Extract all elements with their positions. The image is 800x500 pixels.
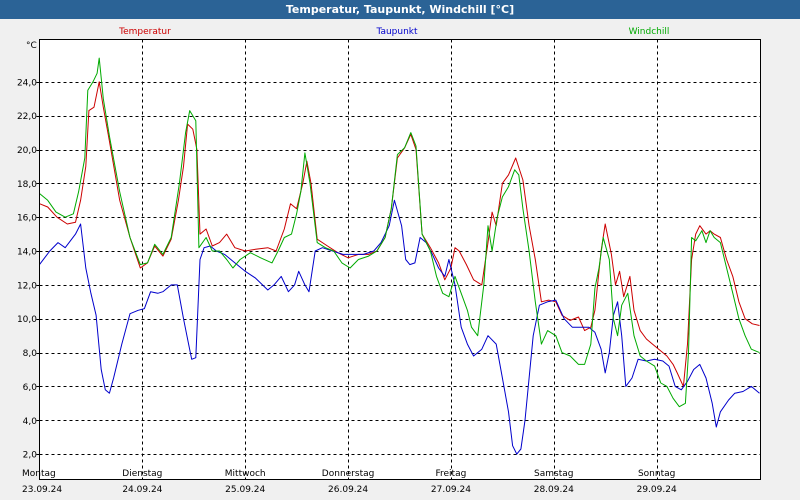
y-tick-label: 18,0	[17, 180, 37, 190]
series-lines	[39, 57, 760, 455]
x-tick-date: 23.09.24	[22, 485, 62, 495]
y-tick-label: 22,0	[17, 112, 37, 122]
x-tick-day-name: Samstag	[534, 469, 573, 479]
grid	[39, 39, 761, 480]
y-tick-label: 24,0	[17, 78, 37, 88]
x-tick-day-name: Donnerstag	[322, 469, 375, 479]
x-tick-date: 29.09.24	[637, 485, 677, 495]
x-tick-date: 28.09.24	[534, 485, 574, 495]
y-tick-label: 4,0	[23, 417, 38, 427]
y-tick-label: 16,0	[17, 214, 37, 224]
plot-frame	[39, 39, 761, 480]
x-tick-date: 24.09.24	[122, 485, 162, 495]
x-tick-date: 27.09.24	[431, 485, 471, 495]
y-tick-label: 12,0	[17, 281, 37, 291]
y-tick-label: 20,0	[17, 146, 37, 156]
x-tick-day-name: Sonntag	[638, 469, 675, 479]
line-chart: 2,0 4,0 6,0 8,0 10,0 12,0 14,0 16,0 18,0 20,0 22,0…	[17, 27, 761, 495]
legend-entry-temperatur: Temperatur	[118, 27, 171, 37]
series-line-temperatur	[39, 81, 760, 387]
y-tick-label: 6,0	[23, 383, 38, 393]
y-tick-label: 10,0	[17, 315, 37, 325]
x-tick-day-name: Dienstag	[122, 469, 162, 479]
plot-background	[39, 39, 761, 480]
legend-entry-windchill: Windchill	[629, 27, 670, 37]
x-tick-day-name: Montag	[22, 469, 56, 479]
y-tick-label: 2,0	[23, 451, 38, 461]
y-axis: 2,0 4,0 6,0 8,0 10,0 12,0 14,0 16,0 18,0 20,0 22,0…	[17, 78, 40, 461]
x-tick-day-name: Freitag	[436, 469, 467, 479]
legend: Temperatur Taupunkt Windchill	[118, 27, 669, 37]
x-axis: Montag 23.09.24 Dienstag 24.09.24 Mittwoch 25…	[22, 469, 677, 495]
x-tick-day-name: Mittwoch	[225, 469, 266, 479]
y-unit-label: °C	[26, 41, 37, 51]
y-tick-label: 8,0	[23, 349, 38, 359]
x-tick-date: 26.09.24	[328, 485, 368, 495]
chart-window-title: Temperatur, Taupunkt, Windchill [°C]	[0, 0, 800, 19]
series-line-windchill	[39, 57, 760, 408]
legend-entry-taupunkt: Taupunkt	[375, 27, 418, 37]
series-line-taupunkt	[39, 199, 760, 455]
y-tick-label: 14,0	[17, 248, 37, 258]
x-tick-date: 25.09.24	[225, 485, 265, 495]
